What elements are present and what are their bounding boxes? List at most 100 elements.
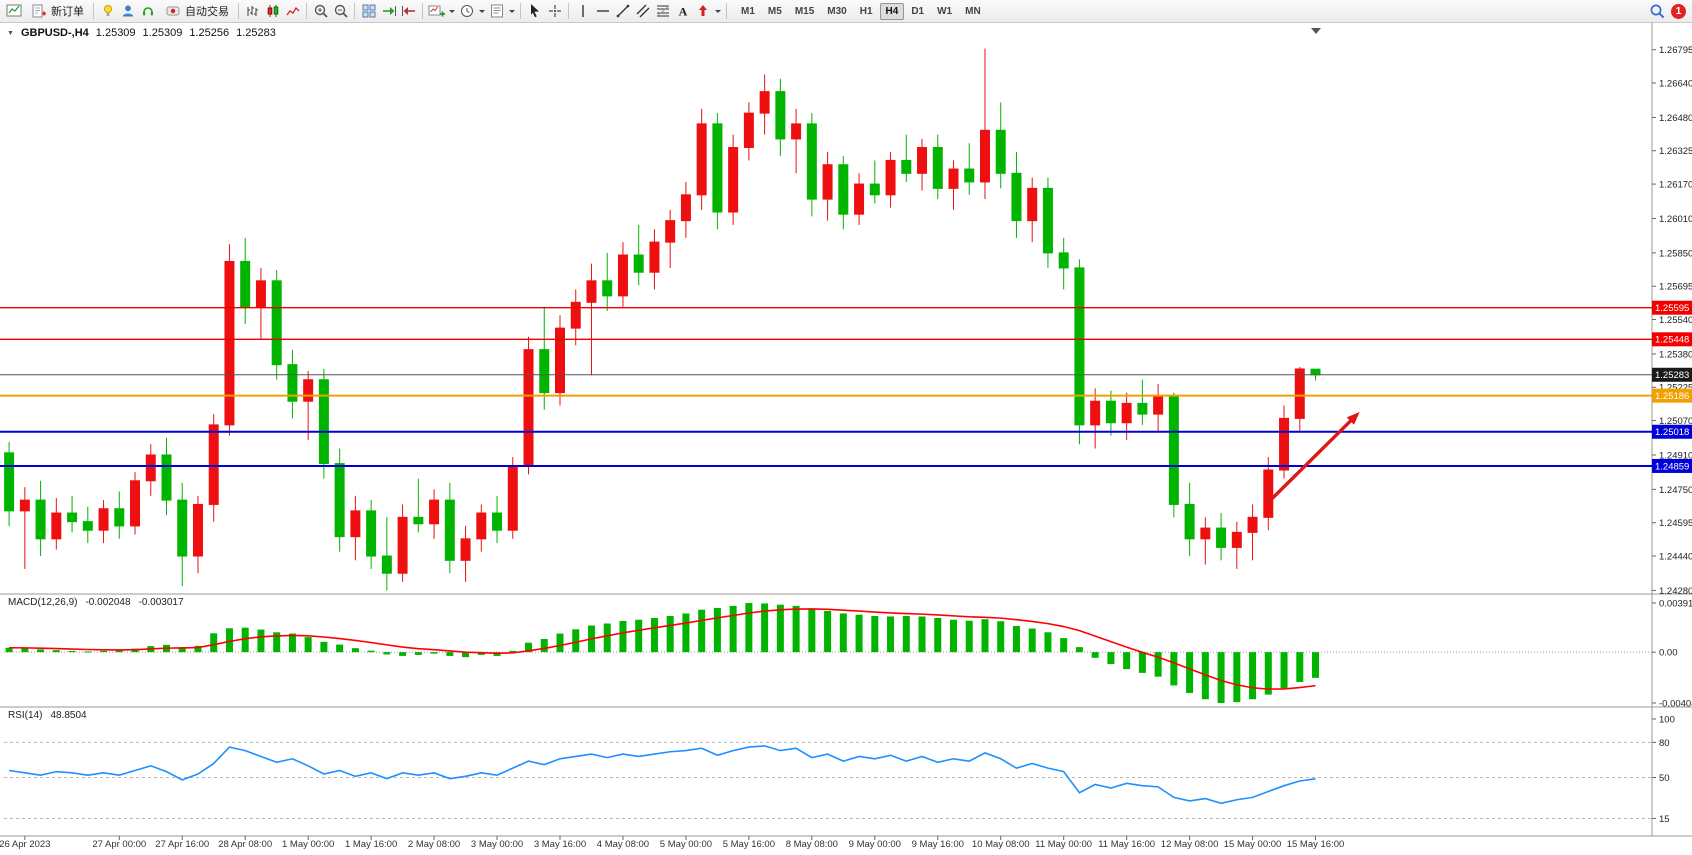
- line-chart-icon[interactable]: [283, 2, 302, 21]
- auto-scroll-icon[interactable]: [379, 2, 398, 21]
- macd-bar: [37, 649, 45, 653]
- timeframe-button-M30[interactable]: M30: [827, 5, 847, 17]
- auto-trading-button[interactable]: 自动交易: [158, 1, 234, 22]
- price-tag-label: 1.25018: [1655, 427, 1689, 438]
- rsi-axis[interactable]: 100 80 50 15: [1652, 714, 1675, 825]
- chart-shift-icon[interactable]: [399, 2, 418, 21]
- price-tag-label: 1.24859: [1655, 461, 1689, 472]
- candle-body: [130, 480, 141, 527]
- candle-body: [822, 164, 833, 200]
- macd-bar: [1249, 652, 1257, 700]
- timeframe-button-H4[interactable]: H4: [879, 2, 905, 20]
- headset-icon[interactable]: [138, 2, 157, 21]
- macd-bar: [430, 652, 438, 654]
- timeframe-button-D1[interactable]: D1: [911, 5, 925, 17]
- candle-body: [728, 147, 739, 213]
- new-order-icon: [29, 2, 48, 21]
- trendline-icon[interactable]: [613, 2, 632, 21]
- period-icon[interactable]: [457, 2, 476, 21]
- tile-windows-icon[interactable]: [359, 2, 378, 21]
- cursor-icon[interactable]: [525, 2, 544, 21]
- profile-icon[interactable]: [118, 2, 137, 21]
- template-icon[interactable]: [487, 2, 506, 21]
- candle-body: [114, 508, 125, 527]
- crosshair-icon[interactable]: [545, 2, 564, 21]
- fibonacci-icon[interactable]: [653, 2, 672, 21]
- timeframe-button-H1[interactable]: H1: [859, 5, 873, 17]
- toolbar-separator: [568, 3, 569, 19]
- candle-body: [303, 379, 314, 402]
- candle-body: [4, 452, 15, 512]
- timeframe-button-M5[interactable]: M5: [767, 5, 782, 17]
- candle-body: [1058, 252, 1069, 269]
- candle-body: [476, 512, 487, 540]
- template-caret-icon[interactable]: [507, 2, 516, 21]
- equidistant-channel-icon[interactable]: [633, 2, 652, 21]
- time-axis-label: 10 May 08:00: [972, 839, 1030, 850]
- macd-bar: [619, 621, 627, 653]
- macd-axis[interactable]: 0.003914 0.00 -0.004049: [1652, 598, 1692, 709]
- candle-body: [492, 512, 503, 531]
- candle-body: [444, 499, 455, 561]
- time-axis-label: 12 May 08:00: [1161, 839, 1219, 850]
- candle-body: [869, 183, 880, 196]
- time-axis[interactable]: 26 Apr 2023 27 Apr 00:00 27 Apr 16:00 28 Ap…: [0, 836, 1344, 850]
- trend-arrow-annotation[interactable]: [1267, 414, 1357, 504]
- horizontal-line-icon[interactable]: [593, 2, 612, 21]
- candle-body: [1105, 400, 1116, 424]
- price-tag-box: [1652, 367, 1692, 382]
- notification-badge[interactable]: 1: [1671, 3, 1686, 19]
- macd-bar: [902, 615, 910, 653]
- one-click-trading-toggle[interactable]: ▼: [7, 29, 14, 37]
- scroll-to-end-marker[interactable]: [1311, 28, 1321, 34]
- ohlc-open: 1.25309: [95, 27, 136, 39]
- time-axis-label: 27 Apr 00:00: [92, 839, 146, 850]
- timeframe-button-MN[interactable]: MN: [965, 5, 981, 17]
- macd-bar: [855, 614, 863, 653]
- macd-bar: [1296, 652, 1304, 683]
- price-axis[interactable]: 1.26795 1.26640 1.26480 1.26325 1.26170 1.260…: [1652, 45, 1692, 597]
- arrows-tool-icon[interactable]: [693, 2, 712, 21]
- candle-body: [51, 512, 62, 540]
- candle-body: [917, 147, 928, 174]
- price-level-lines[interactable]: 1.25595 1.25448 1.25283 1.25186 1.25018 1.248…: [0, 300, 1692, 473]
- time-axis-label: 26 Apr 2023: [0, 839, 50, 850]
- bar-chart-icon[interactable]: [243, 2, 262, 21]
- macd-bar: [1044, 632, 1052, 653]
- drawing-tools-caret-icon[interactable]: [713, 2, 722, 21]
- search-icon[interactable]: [1647, 2, 1666, 21]
- zoom-in-icon[interactable]: [311, 2, 330, 21]
- timeframe-button-W1[interactable]: W1: [937, 5, 953, 17]
- candle-body: [806, 123, 817, 200]
- timeframe-button-M15[interactable]: M15: [794, 5, 815, 17]
- indicators-icon[interactable]: [427, 2, 446, 21]
- candle-body: [413, 516, 424, 525]
- macd-bar: [698, 609, 706, 653]
- time-axis-label: 2 May 08:00: [408, 839, 460, 850]
- macd-bar: [351, 648, 359, 653]
- candle-body: [1200, 527, 1211, 540]
- candle-body: [397, 516, 408, 574]
- text-tool-icon[interactable]: A: [673, 2, 692, 21]
- new-chart-icon[interactable]: [4, 2, 23, 21]
- macd-bar: [682, 613, 690, 653]
- period-caret-icon[interactable]: [477, 2, 486, 21]
- candle-body: [759, 91, 770, 114]
- new-order-button[interactable]: 新订单: [24, 1, 89, 22]
- indicators-caret-icon[interactable]: [447, 2, 456, 21]
- rsi-name: RSI(14): [8, 710, 43, 721]
- candle-body: [1216, 527, 1227, 548]
- timeframe-button-M1[interactable]: M1: [741, 5, 755, 17]
- candle-body: [1121, 402, 1132, 424]
- rsi-value: 48.8504: [50, 710, 87, 721]
- price-axis-label: 1.26010: [1659, 214, 1692, 225]
- price-axis-label: 1.26795: [1659, 45, 1692, 56]
- zoom-out-icon[interactable]: [331, 2, 350, 21]
- vertical-line-icon[interactable]: [573, 2, 592, 21]
- time-axis-label: 9 May 16:00: [912, 839, 964, 850]
- candle-body: [318, 379, 329, 465]
- lightbulb-icon[interactable]: [98, 2, 117, 21]
- price-axis-label: 1.26640: [1659, 78, 1692, 89]
- candlestick-chart-icon[interactable]: [263, 2, 282, 21]
